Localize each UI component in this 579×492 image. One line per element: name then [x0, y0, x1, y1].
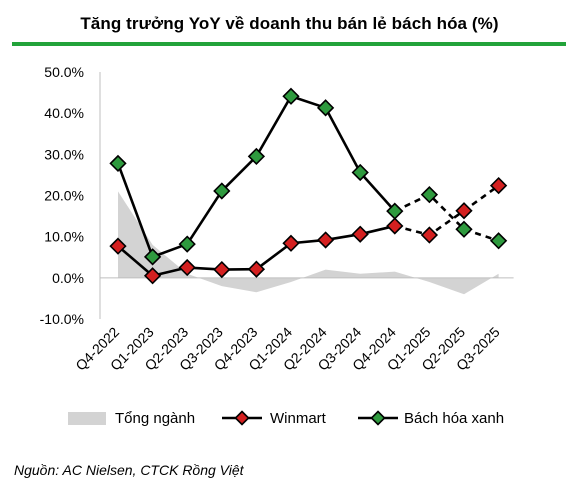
- point-bach-hoa-xanh: [489, 232, 508, 250]
- point-winmart: [282, 234, 300, 252]
- legend-swatch-tong-nganh: [68, 412, 106, 425]
- point-winmart: [178, 258, 196, 277]
- point-bach-hoa-xanh: [455, 220, 473, 238]
- y-tick-label: -10.0%: [40, 311, 84, 327]
- point-bach-hoa-xanh: [351, 163, 369, 182]
- y-tick-label: 10.0%: [44, 229, 84, 245]
- y-tick-label: 20.0%: [44, 188, 84, 204]
- point-winmart: [213, 260, 231, 279]
- point-winmart: [386, 217, 404, 235]
- axis-layer: -10.0%0.0%10.0%20.0%30.0%40.0%50.0%Q4-20…: [40, 64, 514, 374]
- source-note: Nguồn: AC Nielsen, CTCK Rồng Việt: [14, 462, 244, 478]
- point-winmart: [316, 231, 335, 249]
- area-layer: [118, 191, 499, 295]
- legend: Tổng ngành Winmart Bách hóa xanh: [68, 410, 504, 427]
- point-bach-hoa-xanh: [386, 202, 404, 220]
- chart-title: Tăng trưởng YoY về doanh thu bán lẻ bách…: [80, 14, 499, 33]
- line-bach-hoa-xanh-dashed: [394, 193, 500, 243]
- line-chart: -10.0%0.0%10.0%20.0%30.0%40.0%50.0%Q4-20…: [40, 64, 514, 427]
- y-tick-label: 30.0%: [44, 146, 84, 162]
- legend-label-bach-hoa-xanh: Bách hóa xanh: [404, 410, 504, 427]
- point-bach-hoa-xanh: [420, 186, 439, 204]
- legend-marker-bach-hoa-xanh: [370, 410, 386, 426]
- point-bach-hoa-xanh: [213, 182, 231, 200]
- point-bach-hoa-xanh: [282, 87, 300, 105]
- point-bach-hoa-xanh: [316, 99, 335, 117]
- y-tick-label: 40.0%: [44, 105, 84, 121]
- line-winmart-dashed: [394, 184, 500, 237]
- point-winmart: [455, 202, 473, 220]
- lines-layer: [116, 94, 500, 278]
- point-bach-hoa-xanh: [143, 248, 162, 266]
- y-tick-label: 0.0%: [52, 270, 84, 286]
- point-winmart: [247, 260, 266, 278]
- point-bach-hoa-xanh: [247, 147, 266, 166]
- point-winmart: [109, 237, 127, 255]
- point-winmart: [143, 267, 162, 285]
- legend-marker-winmart: [234, 410, 250, 426]
- y-tick-label: 50.0%: [44, 64, 84, 80]
- point-bach-hoa-xanh: [178, 235, 196, 253]
- area-series-tong-nganh: [118, 191, 499, 295]
- point-winmart: [489, 176, 508, 195]
- point-bach-hoa-xanh: [109, 154, 127, 173]
- title-underline: [12, 42, 566, 46]
- point-winmart: [351, 225, 369, 243]
- point-winmart: [420, 226, 439, 244]
- markers-layer: [109, 87, 508, 285]
- legend-label-tong-nganh: Tổng ngành: [115, 410, 195, 427]
- legend-label-winmart: Winmart: [270, 410, 327, 427]
